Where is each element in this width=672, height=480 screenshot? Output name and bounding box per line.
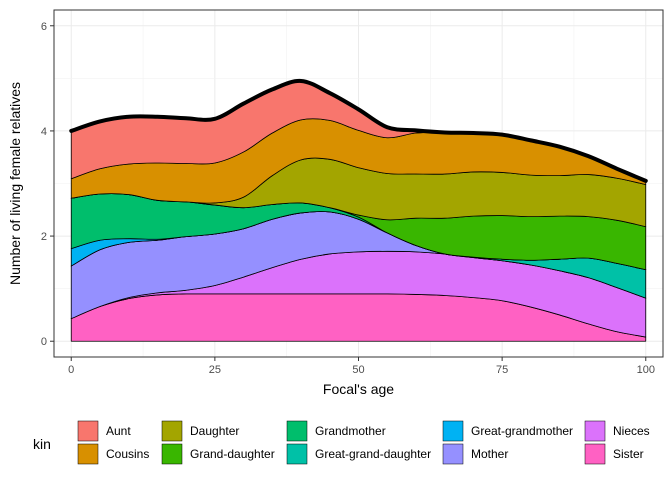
legend-title: kin <box>33 436 51 452</box>
legend-key-cousins <box>77 443 99 465</box>
legend-label-daughter: Daughter <box>190 424 239 438</box>
legend-label-aunt: Aunt <box>106 424 131 438</box>
legend-label-grandmother: Grandmother <box>315 424 386 438</box>
legend-key-daughter <box>161 420 183 442</box>
x-tick-label: 75 <box>496 364 508 376</box>
x-axis: 0 25 50 75 100 <box>68 357 655 376</box>
legend: kin Aunt Cousins Daughter Grand-daughter Gra… <box>33 420 650 465</box>
legend-label-mother: Mother <box>471 447 508 461</box>
stacked-areas <box>70 80 647 342</box>
legend-label-great-grand-daughter: Great-grand-daughter <box>315 447 431 461</box>
legend-key-grand-daughter <box>161 443 183 465</box>
total-line <box>69 78 648 183</box>
y-tick-label: 0 <box>41 336 47 348</box>
x-tick-label: 100 <box>637 364 655 376</box>
legend-label-great-grandmother: Great-grandmother <box>471 424 573 438</box>
total-line-group <box>69 78 648 183</box>
legend-label-cousins: Cousins <box>106 447 149 461</box>
legend-key-sister <box>584 443 606 465</box>
x-tick-label: 0 <box>68 364 74 376</box>
x-axis-title: Focal's age <box>323 381 394 397</box>
legend-label-grand-daughter: Grand-daughter <box>190 447 275 461</box>
x-tick-label: 25 <box>209 364 221 376</box>
y-tick-label: 4 <box>41 126 47 138</box>
y-tick-label: 6 <box>41 21 47 33</box>
legend-key-great-grand-daughter <box>286 443 308 465</box>
y-axis: 0 2 4 6 <box>41 21 54 348</box>
plot-panel <box>53 9 664 358</box>
legend-key-aunt <box>77 420 99 442</box>
legend-key-great-grandmother <box>442 420 464 442</box>
legend-key-nieces <box>584 420 606 442</box>
legend-label-sister: Sister <box>613 447 644 461</box>
x-tick-label: 50 <box>352 364 364 376</box>
legend-key-mother <box>442 443 464 465</box>
y-tick-label: 2 <box>41 231 47 243</box>
y-axis-title: Number of living female relatives <box>7 82 23 285</box>
legend-key-grandmother <box>286 420 308 442</box>
legend-label-nieces: Nieces <box>613 424 650 438</box>
